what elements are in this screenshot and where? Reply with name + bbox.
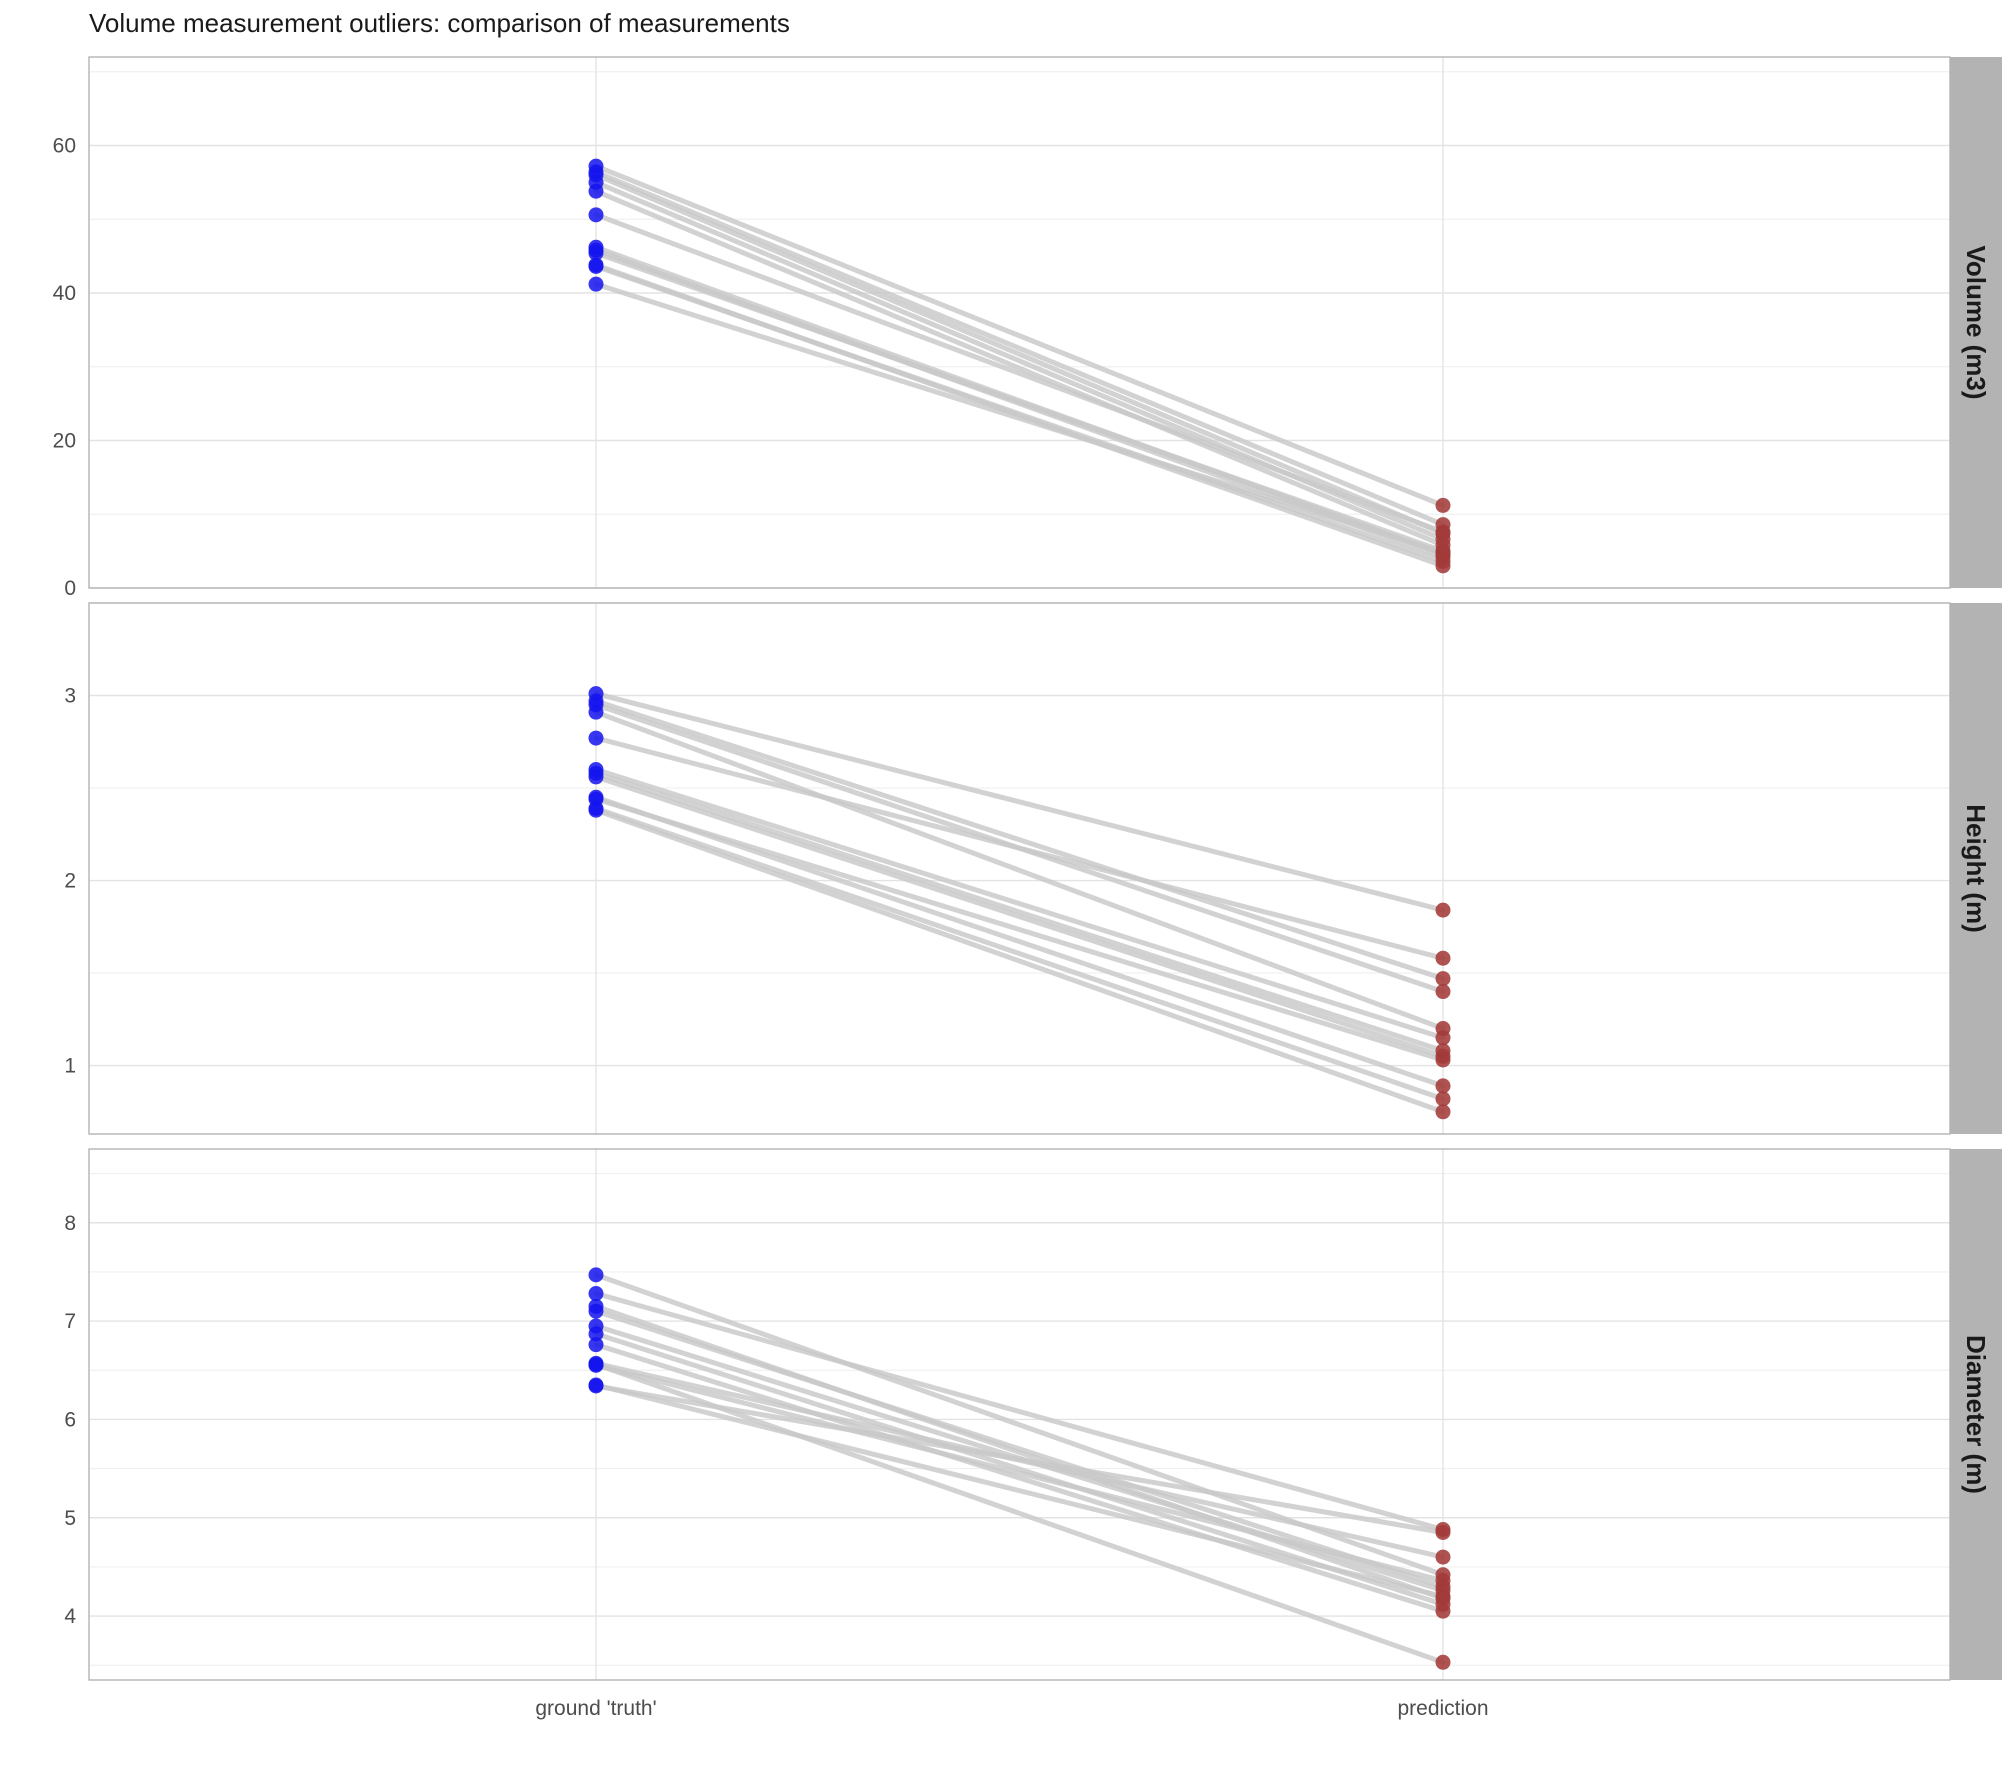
connector-line (593, 770, 1446, 1054)
ground-truth-point (588, 276, 604, 292)
prediction-point (1435, 1091, 1451, 1107)
x-tick-label: ground 'truth' (535, 1697, 656, 1720)
prediction-point (1435, 950, 1451, 966)
connector-line (593, 169, 1446, 528)
y-tick-label: 0 (64, 577, 76, 600)
connector-line (593, 212, 1446, 535)
facet-panel-2: 4 5 6 7 8 Diameter (m) (64, 1148, 2002, 1681)
y-tick-label: 1 (64, 1055, 76, 1078)
connector-line (593, 263, 1446, 564)
connector-line (593, 188, 1446, 548)
facet-panel-0: 0 20 40 60 Volume (m3) (53, 56, 2002, 600)
connector-line (593, 1342, 1446, 1614)
prediction-point (1435, 1052, 1451, 1068)
ground-truth-point (588, 1377, 604, 1393)
connector-line (593, 250, 1446, 554)
prediction-point (1435, 1654, 1451, 1670)
prediction-point (1435, 902, 1451, 918)
ground-truth-point (588, 1357, 604, 1373)
ground-truth-point (588, 1326, 604, 1342)
prediction-point (1435, 524, 1451, 540)
chart-title: Volume measurement outliers: comparison … (89, 8, 790, 38)
connector-line (593, 1291, 1446, 1533)
prediction-point (1435, 1588, 1451, 1604)
prediction-point (1435, 1078, 1451, 1094)
connector-line (593, 163, 1446, 508)
connector-line (593, 805, 1446, 1102)
connector-line (593, 172, 1446, 536)
prediction-point (1435, 1549, 1451, 1565)
ground-truth-point (588, 245, 604, 261)
connector-line (593, 1361, 1446, 1665)
ground-truth-point (588, 802, 604, 818)
facet-strip (1950, 1149, 2002, 1680)
connector-line (593, 709, 1446, 1032)
connector-line (593, 281, 1446, 556)
y-tick-label: 20 (53, 430, 76, 453)
connector-line (593, 767, 1446, 1041)
prediction-point (1435, 1525, 1451, 1540)
panel-background (89, 57, 1950, 588)
facet-strip (1950, 603, 2002, 1134)
y-tick-label: 4 (64, 1605, 76, 1628)
connector-line (593, 735, 1446, 961)
y-tick-label: 40 (53, 282, 76, 305)
connector-line (593, 774, 1446, 1059)
ground-truth-point (588, 207, 604, 223)
connector-line (593, 691, 1446, 913)
facet-strip-label: Height (m) (1961, 804, 1991, 933)
ground-truth-point (588, 769, 604, 785)
ground-truth-point (588, 1267, 604, 1283)
connector-line (593, 807, 1446, 1115)
y-tick-label: 2 (64, 870, 76, 893)
y-tick-label: 6 (64, 1408, 76, 1431)
connector-line (593, 1308, 1446, 1590)
prediction-point (1435, 984, 1451, 1000)
ground-truth-point (588, 704, 604, 720)
prediction-point (1435, 1030, 1451, 1046)
connector-line (593, 796, 1446, 1063)
ground-truth-point (588, 1286, 604, 1302)
y-tick-label: 60 (53, 135, 76, 158)
connector-line (593, 794, 1446, 1089)
prediction-point (1435, 971, 1451, 987)
y-tick-label: 5 (64, 1507, 76, 1530)
facet-strip (1950, 57, 2002, 588)
connector-line (593, 1382, 1446, 1599)
ground-truth-point (588, 258, 604, 274)
y-tick-label: 8 (64, 1212, 76, 1235)
prediction-point (1435, 497, 1451, 513)
prediction-point (1435, 1104, 1451, 1120)
ground-truth-point (588, 183, 604, 199)
connector-line (593, 1383, 1446, 1535)
ground-truth-point (588, 730, 604, 746)
ground-truth-point (588, 1337, 604, 1353)
facet-strip-label: Diameter (m) (1961, 1335, 1991, 1494)
ground-truth-point (588, 1303, 604, 1319)
prediction-point (1435, 545, 1451, 561)
x-tick-label: prediction (1397, 1697, 1488, 1720)
prediction-point (1435, 1573, 1451, 1589)
y-tick-label: 7 (64, 1310, 76, 1333)
facet-panel-1: 1 2 3 Height (m) (64, 602, 2002, 1135)
facet-strip-label: Volume (m3) (1961, 245, 1991, 399)
prediction-point (1435, 1603, 1451, 1619)
connector-line (593, 698, 1446, 982)
connector-line (593, 1362, 1446, 1584)
panel-background (89, 1149, 1950, 1680)
y-tick-label: 3 (64, 685, 76, 708)
